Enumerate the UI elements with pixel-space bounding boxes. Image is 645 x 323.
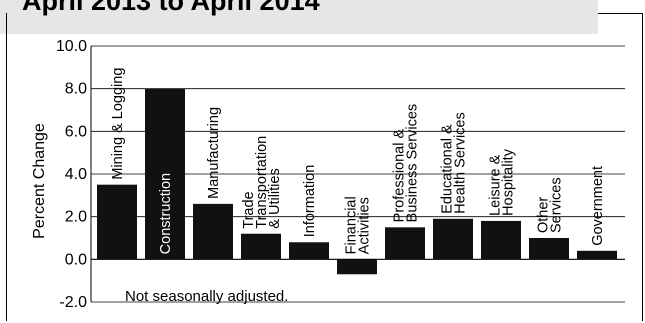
bar-label-line: Activities <box>357 197 373 254</box>
chart-frame-top-edge <box>598 13 643 14</box>
y-axis-label: Percent Change <box>31 123 48 239</box>
bar <box>337 259 377 275</box>
bar <box>385 227 425 260</box>
bar <box>289 242 329 260</box>
bar-label: Professional &Business Services <box>392 104 421 222</box>
bar <box>193 203 233 260</box>
bar-label-line: Construction <box>158 173 174 254</box>
y-tick-label: 4.0 <box>65 166 87 183</box>
bar-label-line: Trade <box>241 191 257 228</box>
bar <box>433 218 473 260</box>
bar-label-line: Information <box>302 165 318 238</box>
y-axis: -2.0 0.0 2.0 4.0 6.0 8.0 10.0 <box>56 38 92 311</box>
bar-label: Government <box>590 166 606 246</box>
chart-note: Not seasonally adjusted. <box>125 288 288 305</box>
bar-label: Construction <box>158 173 174 254</box>
y-tick-label: -2.0 <box>59 294 87 311</box>
bar-label-line: Other <box>536 197 552 233</box>
bar-label-line: Manufacturing <box>206 107 222 199</box>
bar-label-line: Financial <box>344 196 360 254</box>
bar-label-line: Health Services <box>453 112 469 214</box>
bars <box>97 88 617 275</box>
y-tick-label: 8.0 <box>65 81 87 98</box>
bar-label: Information <box>302 165 318 238</box>
chart-title: April 2013 to April 2014 <box>22 0 320 16</box>
bar-label-line: & Utilities <box>267 168 283 228</box>
bar-label-line: Services <box>549 177 565 233</box>
bar-label-line: Government <box>590 166 606 246</box>
bar-label-line: Professional & <box>392 129 408 223</box>
chart-frame <box>6 13 643 321</box>
bar-label-line: Transportation <box>254 136 270 229</box>
title-band: April 2013 to April 2014 <box>0 0 598 34</box>
bar-labels: Mining & Logging Construction Manufacturin… <box>110 68 606 255</box>
bar-label-line: Business Services <box>405 104 421 222</box>
bar <box>529 238 569 260</box>
bar <box>577 250 617 260</box>
bar-label-line: Mining & Logging <box>110 68 126 180</box>
y-tick-label: 0.0 <box>65 251 87 268</box>
y-tick-label: 10.0 <box>56 38 87 55</box>
bar-label-line: Educational & <box>440 124 456 214</box>
bar <box>481 220 521 260</box>
bar-label-line: Hospitality <box>501 148 517 216</box>
bar-label-line: Leisure & <box>488 154 504 216</box>
bar-label: Manufacturing <box>206 107 222 199</box>
bar-label: Educational &Health Services <box>440 112 469 214</box>
y-tick-label: 6.0 <box>65 123 87 140</box>
bar <box>145 88 185 260</box>
y-tick-label: 2.0 <box>65 209 87 226</box>
bar-label: Mining & Logging <box>110 68 126 180</box>
bar <box>241 233 281 260</box>
bar-label: Leisure &Hospitality <box>488 148 517 216</box>
bar <box>97 184 137 260</box>
